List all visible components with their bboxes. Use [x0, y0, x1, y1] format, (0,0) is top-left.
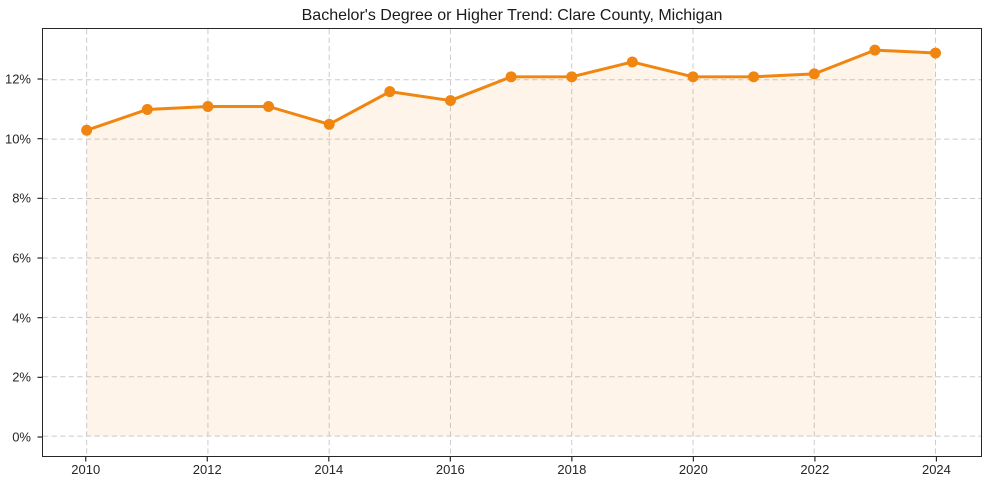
plot-canvas: [43, 29, 981, 456]
x-tick-label: 2022: [800, 462, 830, 477]
y-tick-label: 2%: [12, 369, 31, 385]
data-point-marker: [687, 71, 699, 83]
x-tick-label: 2014: [314, 462, 344, 477]
data-point-marker: [384, 86, 396, 98]
data-point-marker: [626, 56, 638, 68]
x-tick-label: 2018: [557, 462, 587, 477]
data-point-marker: [930, 47, 942, 59]
data-point-marker: [323, 118, 335, 130]
data-point-marker: [748, 71, 760, 83]
y-tick-label: 6%: [12, 250, 31, 266]
data-point-marker: [202, 101, 214, 112]
x-tick-label: 2010: [71, 462, 101, 477]
plot-area: [42, 28, 982, 457]
data-point-marker: [808, 68, 820, 80]
data-point-marker: [263, 101, 275, 112]
x-tick-label: 2012: [192, 462, 222, 477]
x-tick-label: 2016: [435, 462, 465, 477]
chart-title: Bachelor's Degree or Higher Trend: Clare…: [301, 7, 723, 24]
y-tick-label: 0%: [12, 429, 31, 445]
y-tick-label: 12%: [4, 71, 31, 87]
data-point-marker: [869, 44, 881, 56]
x-tick-label: 2024: [921, 462, 951, 477]
y-tick-label: 8%: [12, 190, 31, 206]
data-point-marker: [566, 71, 578, 83]
area-fill: [86, 50, 936, 437]
data-point-marker: [141, 103, 153, 115]
x-tick-label: 2020: [678, 462, 708, 477]
data-point-marker: [81, 124, 93, 136]
y-tick-label: 4%: [12, 310, 31, 326]
y-tick-label: 10%: [4, 131, 31, 147]
data-point-marker: [505, 71, 517, 83]
data-point-marker: [444, 95, 456, 107]
